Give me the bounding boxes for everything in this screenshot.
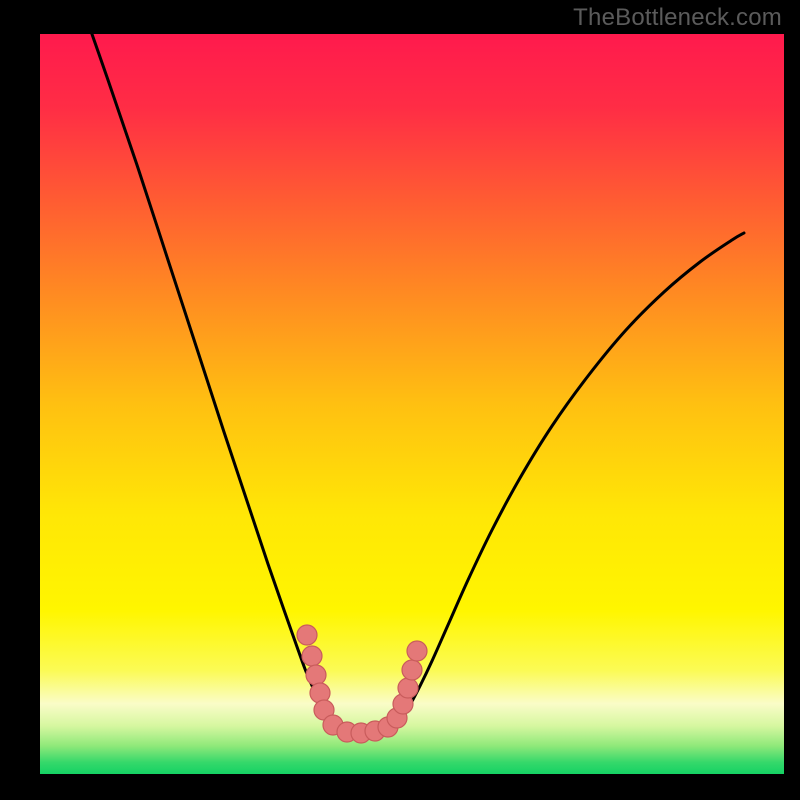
curve-marker (407, 641, 427, 661)
curve-marker (398, 678, 418, 698)
curve-layer (40, 34, 784, 774)
curve-marker (302, 646, 322, 666)
curve-marker (306, 665, 326, 685)
curve-marker (402, 660, 422, 680)
outer-frame: TheBottleneck.com (0, 0, 800, 800)
plot-area (40, 34, 784, 774)
watermark-text: TheBottleneck.com (573, 4, 782, 32)
curve-marker (297, 625, 317, 645)
bottleneck-curve (80, 34, 744, 739)
